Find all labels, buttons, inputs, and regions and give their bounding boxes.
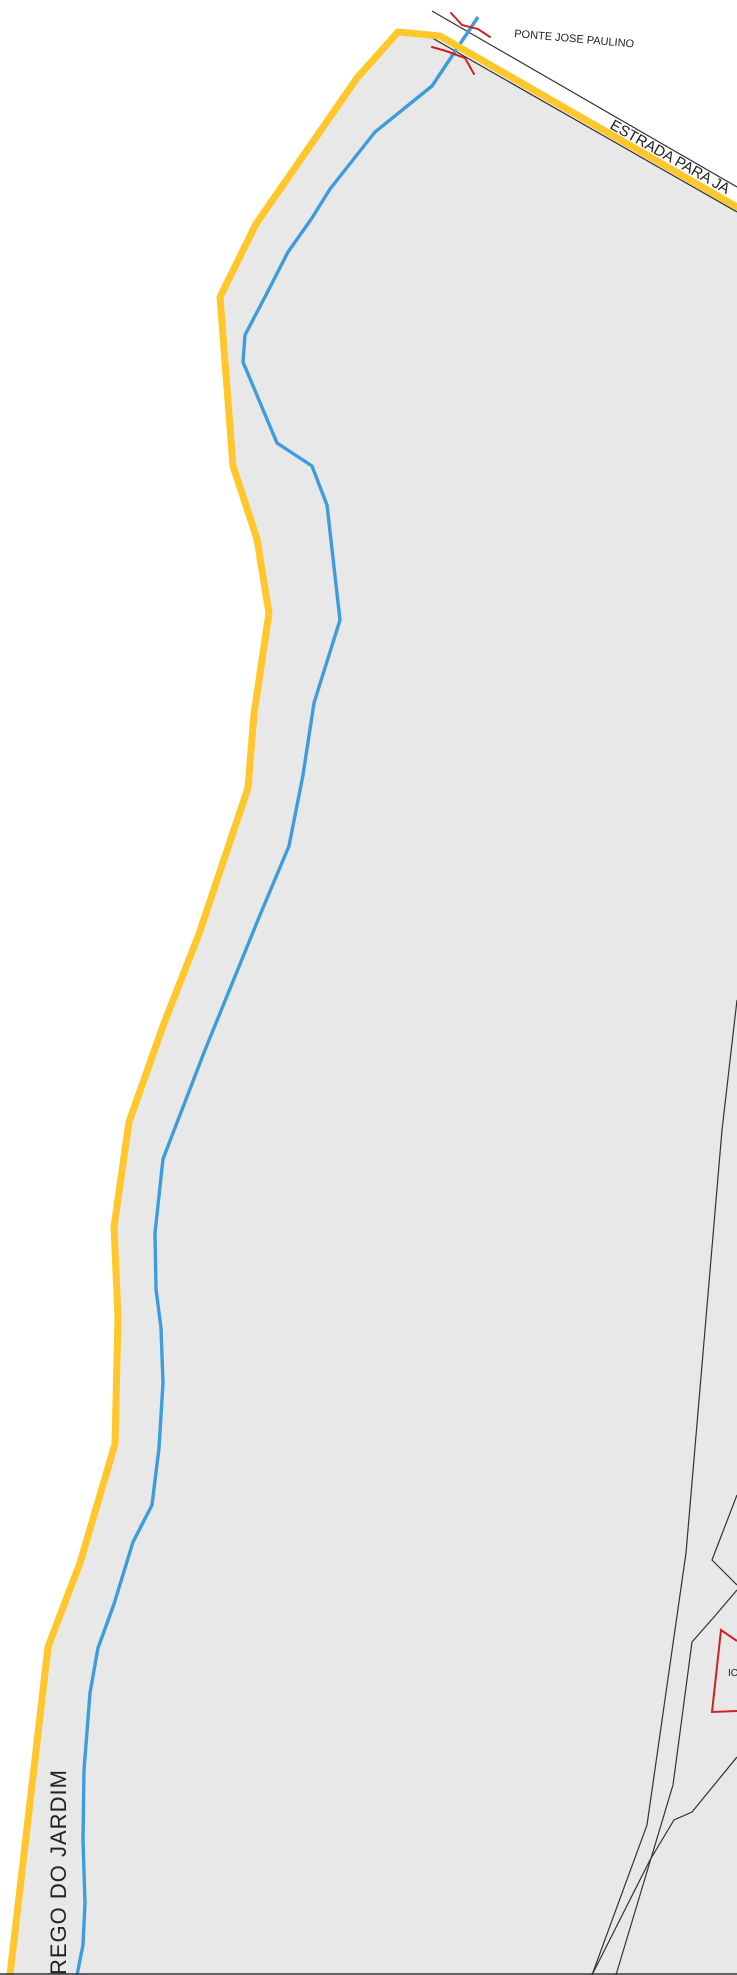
river-line <box>75 16 480 1975</box>
road-edge-line <box>591 1756 737 1975</box>
building-outline <box>710 1628 737 1714</box>
municipal-boundary-line <box>6 28 737 1975</box>
building-label: IC <box>728 1668 737 1679</box>
land-area <box>10 32 737 1975</box>
bridge-label: PONTE JOSE PAULINO <box>514 28 635 50</box>
road-edge-line <box>591 999 737 1975</box>
road-edge-line <box>615 1589 737 1975</box>
road-edge-line <box>426 34 737 213</box>
road-edge-line <box>711 1494 737 1586</box>
stream-label: REGO DO JARDIM <box>46 1769 71 1975</box>
road-edge-line <box>431 10 737 188</box>
bridge-icon <box>431 12 491 75</box>
